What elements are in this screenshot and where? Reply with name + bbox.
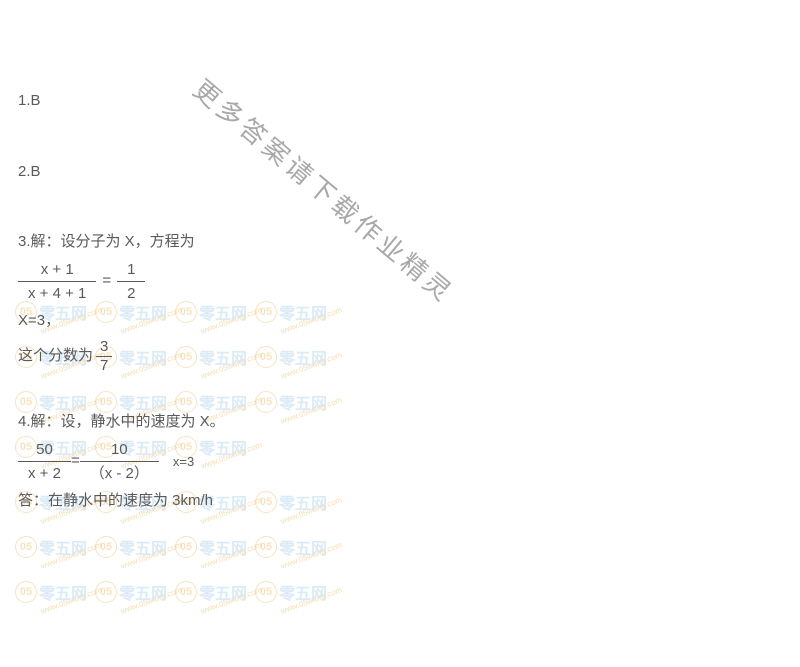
equals-sign: = <box>102 270 111 293</box>
watermark-tile: 05零五网www.05wang.com <box>175 580 247 604</box>
watermark-url: www.05wang.com <box>119 540 183 571</box>
watermark-tile: 05零五网www.05wang.com <box>95 535 167 559</box>
q3-answer-prefix: 这个分数为 <box>18 345 93 368</box>
watermark-url: www.05wang.com <box>279 540 343 571</box>
answer-2: 2.B <box>18 161 778 184</box>
watermark-circle-icon: 05 <box>255 536 277 558</box>
equals-sign: = <box>71 450 80 473</box>
watermark-circle-icon: 05 <box>255 581 277 603</box>
watermark-circle-icon: 05 <box>95 536 117 558</box>
watermark-text: 零五网 <box>119 535 167 559</box>
watermark-circle-icon: 05 <box>15 581 37 603</box>
q3-right-denominator: 2 <box>117 282 145 306</box>
watermark-circle-icon: 05 <box>95 581 117 603</box>
q4-solution: x=3 <box>173 452 194 472</box>
q4-left-numerator: 50 <box>18 438 71 463</box>
q3-left-denominator: x + 4 + 1 <box>18 282 96 306</box>
watermark-tile: 05零五网www.05wang.com <box>95 580 167 604</box>
q3-answer-numerator: 3 <box>96 338 112 357</box>
q3-right-numerator: 1 <box>117 258 145 283</box>
q3-answer-denominator: 7 <box>96 357 112 375</box>
watermark-text: 零五网 <box>119 580 167 604</box>
q4-answer: 答：在静水中的速度为 3km/h <box>18 490 778 513</box>
watermark-url: www.05wang.com <box>199 585 263 616</box>
q4-right-numerator: 10 <box>80 438 159 463</box>
q3-solution: X=3， <box>18 310 778 333</box>
q4-intro: 4.解：设，静水中的速度为 X。 <box>18 411 778 434</box>
q3-answer-fraction: 3 7 <box>96 338 112 375</box>
watermark-url: www.05wang.com <box>39 540 103 571</box>
answer-1: 1.B <box>18 90 778 113</box>
watermark-url: www.05wang.com <box>199 540 263 571</box>
watermark-tile: 05零五网www.05wang.com <box>255 535 327 559</box>
q3-answer: 这个分数为 3 7 <box>18 338 778 375</box>
document-content: 1.B 2.B 3.解：设分子为 X，方程为 x + 1 x + 4 + 1 =… <box>18 90 778 512</box>
watermark-text: 零五网 <box>199 580 247 604</box>
q4-equation: 50 x + 2 = 10 （x - 2） x=3 <box>18 438 778 486</box>
watermark-url: www.05wang.com <box>119 585 183 616</box>
watermark-tile: 05零五网www.05wang.com <box>15 580 87 604</box>
q3-right-fraction: 1 2 <box>117 258 145 306</box>
q3-left-numerator: x + 1 <box>18 258 96 283</box>
watermark-text: 零五网 <box>279 580 327 604</box>
answer-3: 3.解：设分子为 X，方程为 x + 1 x + 4 + 1 = 1 2 X=3… <box>18 231 778 375</box>
watermark-text: 零五网 <box>199 535 247 559</box>
watermark-text: 零五网 <box>39 535 87 559</box>
answer-4: 4.解：设，静水中的速度为 X。 50 x + 2 = 10 （x - 2） x… <box>18 411 778 512</box>
watermark-tile: 05零五网www.05wang.com <box>175 535 247 559</box>
q4-left-fraction: 50 x + 2 <box>18 438 71 486</box>
watermark-circle-icon: 05 <box>175 536 197 558</box>
watermark-text: 零五网 <box>279 535 327 559</box>
q4-right-denominator: （x - 2） <box>80 462 159 486</box>
q3-equation: x + 1 x + 4 + 1 = 1 2 <box>18 258 778 306</box>
q3-left-fraction: x + 1 x + 4 + 1 <box>18 258 96 306</box>
q3-intro: 3.解：设分子为 X，方程为 <box>18 231 778 254</box>
q4-left-denominator: x + 2 <box>18 462 71 486</box>
watermark-text: 零五网 <box>39 580 87 604</box>
watermark-url: www.05wang.com <box>39 585 103 616</box>
watermark-tile: 05零五网www.05wang.com <box>255 580 327 604</box>
watermark-circle-icon: 05 <box>15 536 37 558</box>
watermark-tile: 05零五网www.05wang.com <box>15 535 87 559</box>
watermark-url: www.05wang.com <box>279 585 343 616</box>
q4-right-fraction: 10 （x - 2） <box>80 438 159 486</box>
watermark-circle-icon: 05 <box>175 581 197 603</box>
